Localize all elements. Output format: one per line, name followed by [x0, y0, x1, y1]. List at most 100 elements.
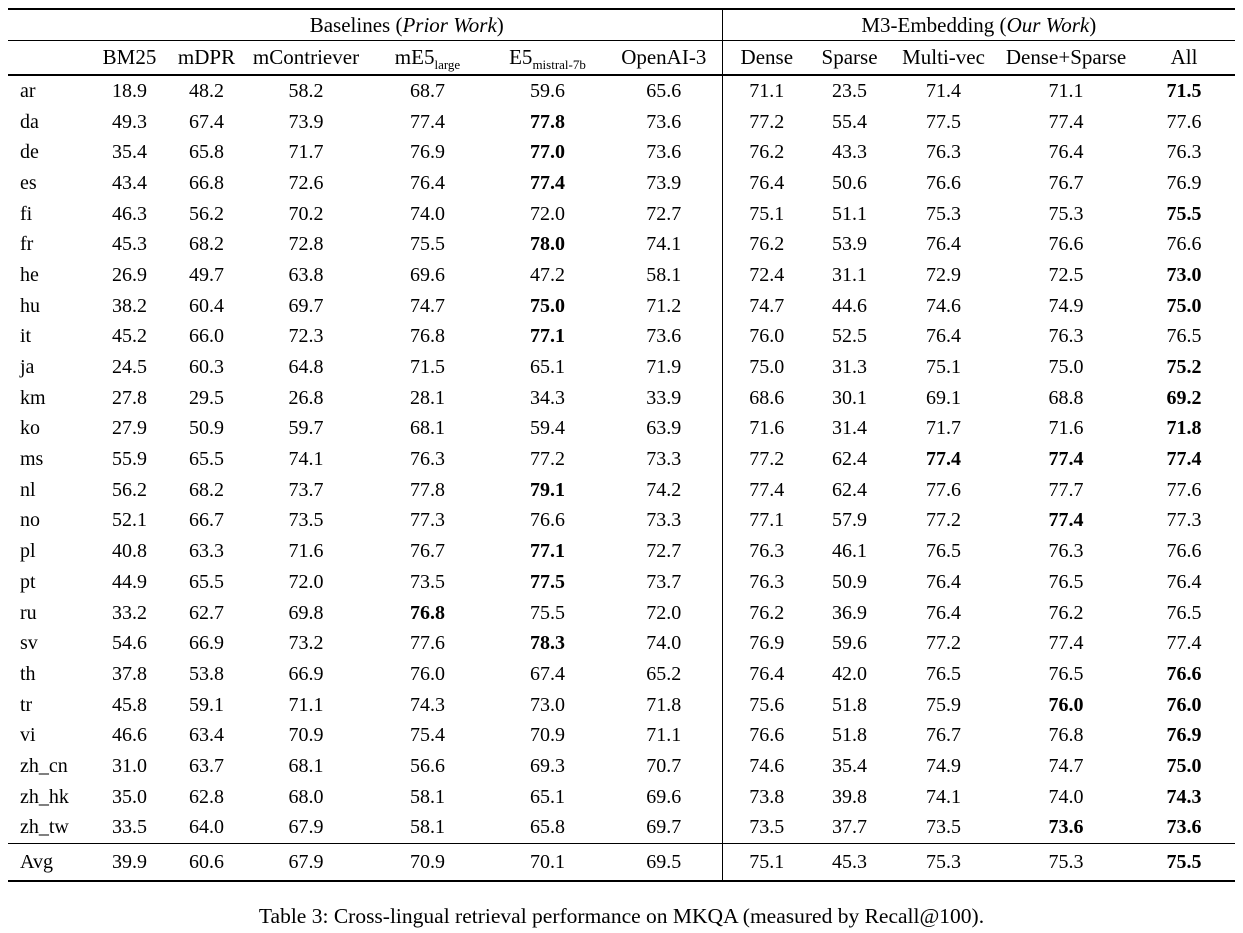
- score-cell: 50.9: [832, 570, 868, 593]
- column-header-all: All: [1133, 40, 1236, 76]
- table-row: ms 55.9 65.5 74.1 76.3 77.2 73.3 77.2 62.4 77.4 77…: [8, 444, 1235, 475]
- table-row: fr 45.3 68.2 72.8 75.5 78.0 74.1 76.2 53.9 76.4 76…: [8, 229, 1235, 261]
- score-cell: 53.9: [832, 233, 868, 256]
- score-cell: 43.3: [832, 141, 868, 164]
- score-cell: 76.0: [721, 321, 812, 353]
- score-cell: 50.9: [189, 417, 224, 440]
- score-cell: 66.7: [189, 509, 224, 532]
- score-cell: 77.3: [1166, 509, 1202, 532]
- column-header-e5-mistral-7b: E5mistral-7b: [489, 40, 606, 76]
- score-cell: 71.6: [721, 413, 812, 445]
- score-cell: 60.3: [189, 356, 224, 379]
- score-cell: 65.8: [189, 141, 224, 164]
- score-cell: 76.0: [1048, 693, 1084, 716]
- score-cell: 68.1: [288, 754, 324, 777]
- score-cell: 74.2: [646, 478, 682, 501]
- score-cell: 68.8: [1048, 386, 1084, 409]
- table-row: pt 44.9 65.5 72.0 73.5 77.5 73.7 76.3 50.9 76.4 76…: [8, 567, 1235, 598]
- score-cell: 72.9: [926, 263, 962, 286]
- table-row: es 43.4 66.8 72.6 76.4 77.4 73.9 76.4 50.6 76.6 76…: [8, 168, 1235, 199]
- score-cell: 72.0: [530, 202, 565, 225]
- score-cell: 74.9: [926, 754, 962, 777]
- score-cell: 77.0: [530, 141, 565, 164]
- column-header-dense: Dense: [721, 40, 812, 76]
- table-row: fi 46.3 56.2 70.2 74.0 72.0 72.7 75.1 51.1 75.3 75…: [8, 198, 1235, 230]
- score-cell: 68.7: [410, 79, 445, 102]
- score-cell: 73.9: [288, 110, 324, 133]
- score-cell: 77.6: [410, 632, 445, 655]
- score-cell: 71.5: [1166, 79, 1202, 102]
- score-cell: 31.0: [112, 754, 147, 777]
- group-label-text: M3-Embedding (: [861, 12, 1007, 37]
- score-cell: 60.4: [189, 294, 224, 317]
- score-cell: 73.6: [646, 110, 682, 133]
- score-cell: 42.0: [832, 662, 868, 685]
- score-cell: 65.5: [189, 570, 224, 593]
- column-header-openai-3: OpenAI-3: [606, 40, 723, 76]
- score-cell: 49.3: [112, 110, 147, 133]
- language-label: pl: [20, 540, 36, 563]
- score-cell: 77.2: [926, 509, 962, 532]
- score-cell: 73.6: [646, 325, 682, 348]
- score-cell: 76.6: [721, 720, 812, 752]
- table-row: pl 40.8 63.3 71.6 76.7 77.1 72.7 76.3 46.1 76.5 76…: [8, 536, 1235, 567]
- score-cell: 73.3: [646, 448, 682, 471]
- score-cell: 50.6: [832, 171, 868, 194]
- score-cell: 59.1: [189, 693, 224, 716]
- group-header-baselines: Baselines (Prior Work): [92, 9, 723, 41]
- score-cell: 59.6: [832, 632, 868, 655]
- score-cell: 67.4: [189, 110, 224, 133]
- score-cell: 37.7: [832, 816, 868, 839]
- score-cell: 67.4: [530, 662, 565, 685]
- score-cell: 77.2: [721, 444, 812, 475]
- score-cell: 66.8: [189, 171, 224, 194]
- score-cell: 73.6: [1048, 816, 1084, 839]
- score-cell: 77.4: [721, 474, 812, 506]
- corner-cell: [8, 40, 92, 76]
- language-label: hu: [20, 294, 40, 317]
- score-cell: 74.1: [288, 448, 324, 471]
- score-cell: 77.4: [1048, 509, 1084, 532]
- score-cell: 77.4: [410, 110, 445, 133]
- score-cell: 76.3: [410, 448, 445, 471]
- score-cell: 76.4: [410, 171, 445, 194]
- score-cell: 64.0: [189, 816, 224, 839]
- language-label: ko: [20, 417, 40, 440]
- score-cell: 70.7: [646, 754, 682, 777]
- score-cell: 35.4: [832, 754, 868, 777]
- score-cell: 76.7: [926, 724, 962, 747]
- score-cell: 73.5: [926, 816, 962, 839]
- column-header-dense-plus-sparse: Dense+Sparse: [999, 40, 1134, 76]
- score-cell: 56.2: [189, 202, 224, 225]
- score-cell: 18.9: [112, 79, 147, 102]
- group-label-italic: Prior Work: [402, 12, 497, 37]
- column-header-main: mE5: [394, 45, 435, 69]
- score-cell: 63.3: [189, 540, 224, 563]
- score-cell: 69.7: [288, 294, 324, 317]
- score-cell: 75.0: [1048, 356, 1084, 379]
- score-cell: 62.7: [189, 601, 224, 624]
- score-cell: 72.6: [288, 171, 324, 194]
- score-cell: 65.1: [530, 356, 565, 379]
- score-cell: 71.7: [926, 417, 962, 440]
- score-cell: 73.2: [288, 632, 324, 655]
- score-cell: 75.9: [926, 693, 962, 716]
- score-cell: 76.9: [410, 141, 445, 164]
- score-cell: 38.2: [112, 294, 147, 317]
- score-cell: 35.4: [112, 141, 147, 164]
- score-cell: 76.9: [1166, 171, 1202, 194]
- score-cell: 74.0: [646, 632, 682, 655]
- column-header-multi-vec: Multi-vec: [888, 40, 1000, 76]
- score-cell: 67.9: [288, 816, 324, 839]
- score-cell: 77.6: [1166, 478, 1202, 501]
- column-header-main: E5: [509, 45, 533, 69]
- score-cell: 74.0: [410, 202, 445, 225]
- score-cell: 75.1: [926, 356, 962, 379]
- score-cell: 76.0: [1166, 693, 1202, 716]
- score-cell: 58.1: [646, 263, 682, 286]
- language-label: it: [20, 325, 32, 348]
- score-cell: 28.1: [410, 386, 445, 409]
- group-label-text: ): [1089, 12, 1097, 37]
- corner-cell: [8, 9, 92, 41]
- score-cell: 31.4: [832, 417, 868, 440]
